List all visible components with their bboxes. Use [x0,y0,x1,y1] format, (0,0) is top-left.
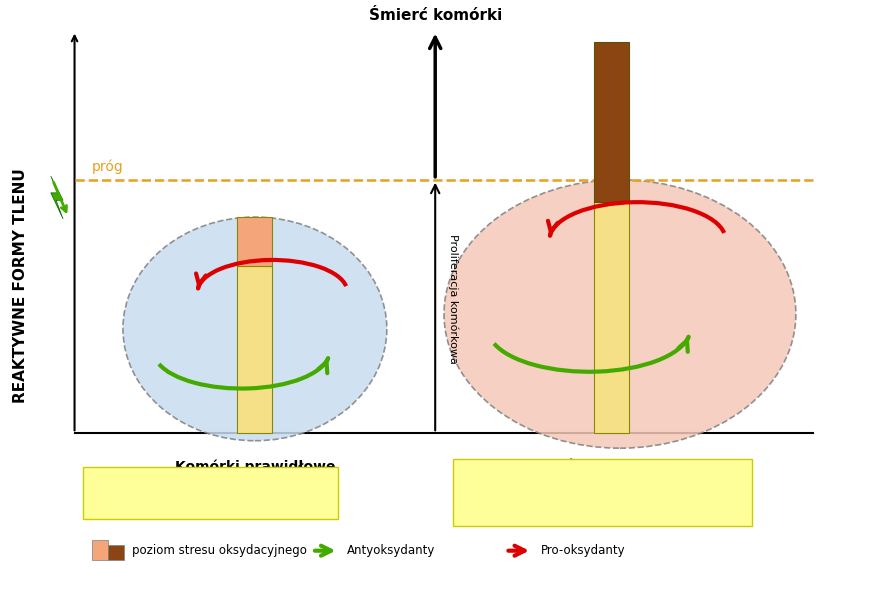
Text: Komórki prawidłowe: Komórki prawidłowe [175,459,335,474]
Text: Proliferacja komórkowa: Proliferacja komórkowa [448,234,459,364]
Text: Pro-oksydanty: Pro-oksydanty [541,544,625,557]
Text: Antyoksydanty: Antyoksydanty [347,544,436,557]
FancyBboxPatch shape [83,467,338,519]
Bar [593,42,629,202]
Text: REAKTYWNE FORMY TLENU: REAKTYWNE FORMY TLENU [12,168,28,403]
Text: Śmierć komórki: Śmierć komórki [369,8,502,23]
Text: Prawidłowy wzrost komórki
Równowaga redoks: Prawidłowy wzrost komórki Równowaga redo… [106,480,266,508]
Bar [108,545,123,560]
Text: poziom stresu oksydacyjnego: poziom stresu oksydacyjnego [131,544,306,557]
Bar [237,217,273,266]
FancyBboxPatch shape [453,459,752,526]
Ellipse shape [123,217,387,441]
Text: Wzrost RFT
Dostosowanie do warunków –
równowaga redoks: Wzrost RFT Dostosowanie do warunków – ró… [475,480,649,523]
Bar [593,202,629,433]
Text: próg: próg [92,160,124,174]
Bar [237,266,273,433]
Polygon shape [51,176,63,219]
Ellipse shape [444,180,796,448]
Text: Komórki nowotworowe: Komórki nowotworowe [530,459,710,473]
Bar [92,539,108,560]
